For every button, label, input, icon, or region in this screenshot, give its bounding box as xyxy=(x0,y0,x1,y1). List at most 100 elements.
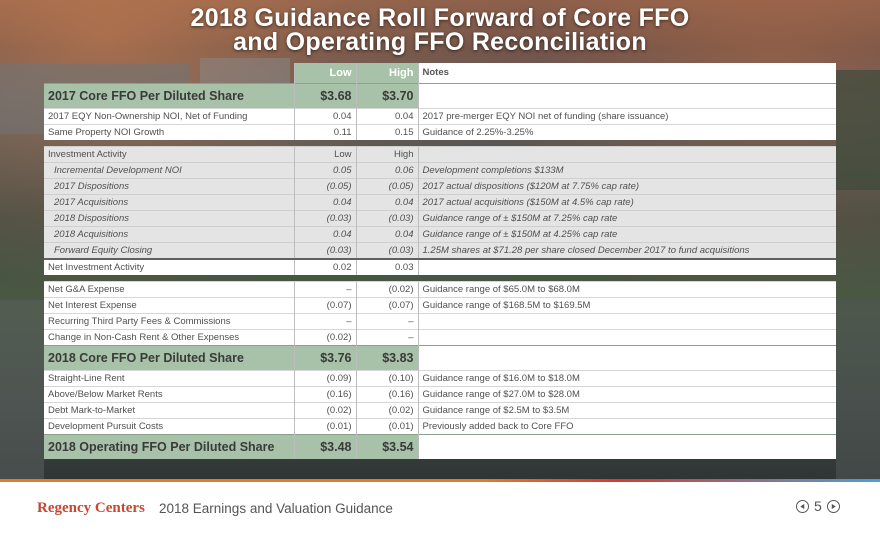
row-low-value: (0.09) xyxy=(293,370,356,387)
row-high-value: 0.04 xyxy=(355,108,418,125)
table-row: 2018 Acquisitions 0.04 0.04 Guidance range … xyxy=(44,226,836,243)
table-row: Above/Below Market Rents (0.16) (0.16) Guid… xyxy=(44,386,836,403)
row-high-value: (0.10) xyxy=(355,370,418,387)
prev-page-icon[interactable] xyxy=(796,499,809,513)
table-row: Change in Non-Cash Rent & Other Expenses… xyxy=(44,329,836,346)
row-label: Incremental Development NOI xyxy=(44,162,294,179)
footer-divider xyxy=(0,479,880,482)
table-row: Development Pursuit Costs (0.01) (0.01) Pre… xyxy=(44,418,836,435)
table-row: 2018 Dispositions (0.03) (0.03) Guidance ra… xyxy=(44,210,836,227)
row-high-value: $3.83 xyxy=(355,345,418,371)
row-low-value: 0.11 xyxy=(293,124,356,140)
table-row: Net Interest Expense (0.07) (0.07) Guidance… xyxy=(44,297,836,314)
row-high-value: (0.16) xyxy=(355,386,418,403)
row-low-value: 0.04 xyxy=(293,194,356,211)
row-high-value: $3.70 xyxy=(355,83,418,109)
row-label: 2018 Operating FFO Per Diluted Share xyxy=(44,434,294,459)
table-row: Debt Mark-to-Market (0.02) (0.02) Guidance … xyxy=(44,402,836,419)
table-row: Recurring Third Party Fees & Commissions… xyxy=(44,313,836,330)
row-low-value: (0.16) xyxy=(293,386,356,403)
row-low-value: 0.04 xyxy=(293,226,356,243)
row-low-value: $3.76 xyxy=(293,345,356,371)
table-body: 2017 Core FFO Per Diluted Share $3.68 $3.7… xyxy=(44,83,836,459)
table-row: Net G&A Expense – (0.02) Guidance range of … xyxy=(44,281,836,298)
row-low-value: $3.68 xyxy=(293,83,356,109)
title-line-2: and Operating FFO Reconciliation xyxy=(233,28,647,56)
table-header-row: Low High Notes xyxy=(44,63,836,84)
row-low-value: 0.04 xyxy=(293,108,356,125)
row-note: Guidance range of $168.5M to $169.5M xyxy=(417,297,836,314)
row-label: 2018 Dispositions xyxy=(44,210,294,227)
row-note: Development completions $133M xyxy=(417,162,836,179)
row-note xyxy=(417,258,836,275)
row-note xyxy=(417,345,836,371)
row-label: 2018 Core FFO Per Diluted Share xyxy=(44,345,294,371)
row-label: 2017 Dispositions xyxy=(44,178,294,195)
row-note: Guidance range of $27.0M to $28.0M xyxy=(417,386,836,403)
total-row: 2017 Core FFO Per Diluted Share $3.68 $3.7… xyxy=(44,83,836,109)
row-low-value: (0.05) xyxy=(293,178,356,195)
row-low-value: 0.05 xyxy=(293,162,356,179)
pager: 5 xyxy=(796,498,840,514)
table-row: Net Investment Activity 0.02 0.03 xyxy=(44,258,836,275)
row-low-value: – xyxy=(293,281,356,298)
row-high-value: (0.05) xyxy=(355,178,418,195)
row-high-value: – xyxy=(355,313,418,330)
row-high-value: High xyxy=(355,146,418,163)
row-note: Guidance range of $65.0M to $68.0M xyxy=(417,281,836,298)
header-notes: Notes xyxy=(417,63,836,84)
header-high: High xyxy=(355,63,418,84)
row-label: Above/Below Market Rents xyxy=(44,386,294,403)
row-label: Forward Equity Closing xyxy=(44,242,294,260)
row-high-value: $3.54 xyxy=(355,434,418,459)
row-low-value: (0.07) xyxy=(293,297,356,314)
row-label: Net Investment Activity xyxy=(44,258,294,275)
row-note: 2017 pre-merger EQY NOI net of funding (… xyxy=(417,108,836,125)
row-high-value: 0.04 xyxy=(355,226,418,243)
table-row: 2017 Acquisitions 0.04 0.04 2017 actual acq… xyxy=(44,194,836,211)
row-label: 2017 Core FFO Per Diluted Share xyxy=(44,83,294,109)
row-note xyxy=(417,83,836,109)
header-blank-cell xyxy=(44,63,294,84)
row-label: Recurring Third Party Fees & Commissions xyxy=(44,313,294,330)
row-high-value: 0.06 xyxy=(355,162,418,179)
row-note: Guidance range of ± $150M at 4.25% cap r… xyxy=(417,226,836,243)
row-low-value: (0.03) xyxy=(293,210,356,227)
table-row: Same Property NOI Growth 0.11 0.15 Guidance… xyxy=(44,124,836,140)
table-row: Incremental Development NOI 0.05 0.06 Devel… xyxy=(44,162,836,179)
table-row: Straight-Line Rent (0.09) (0.10) Guidance r… xyxy=(44,370,836,387)
row-low-value: 0.02 xyxy=(293,258,356,275)
row-label: Change in Non-Cash Rent & Other Expenses xyxy=(44,329,294,346)
row-low-value: (0.01) xyxy=(293,418,356,435)
brand-logo: Regency Centers xyxy=(37,500,145,516)
row-label: Same Property NOI Growth xyxy=(44,124,294,140)
row-label: Straight-Line Rent xyxy=(44,370,294,387)
row-high-value: 0.15 xyxy=(355,124,418,140)
row-low-value: – xyxy=(293,313,356,330)
row-note: Previously added back to Core FFO xyxy=(417,418,836,435)
row-note: 1.25M shares at $71.28 per share closed … xyxy=(417,242,836,260)
table-row: 2017 EQY Non-Ownership NOI, Net of Fundi… xyxy=(44,108,836,125)
total-row: 2018 Operating FFO Per Diluted Share $3.4… xyxy=(44,434,836,459)
row-note xyxy=(417,313,836,330)
row-note: Guidance range of $2.5M to $3.5M xyxy=(417,402,836,419)
next-page-icon[interactable] xyxy=(826,499,840,513)
row-high-value: 0.03 xyxy=(355,258,418,275)
row-note: 2017 actual acquisitions ($150M at 4.5% … xyxy=(417,194,836,211)
row-high-value: (0.02) xyxy=(355,402,418,419)
row-label: 2018 Acquisitions xyxy=(44,226,294,243)
footer-subtitle: 2018 Earnings and Valuation Guidance xyxy=(159,501,393,516)
row-high-value: (0.01) xyxy=(355,418,418,435)
row-note: 2017 actual dispositions ($120M at 7.75%… xyxy=(417,178,836,195)
row-label: Net Interest Expense xyxy=(44,297,294,314)
header-low: Low xyxy=(293,63,356,84)
row-label: Net G&A Expense xyxy=(44,281,294,298)
row-label: Development Pursuit Costs xyxy=(44,418,294,435)
row-note: Guidance range of $16.0M to $18.0M xyxy=(417,370,836,387)
row-label: 2017 Acquisitions xyxy=(44,194,294,211)
row-label: Debt Mark-to-Market xyxy=(44,402,294,419)
page-number: 5 xyxy=(814,498,822,514)
row-high-value: (0.07) xyxy=(355,297,418,314)
row-high-value: (0.03) xyxy=(355,210,418,227)
row-note xyxy=(417,434,836,459)
